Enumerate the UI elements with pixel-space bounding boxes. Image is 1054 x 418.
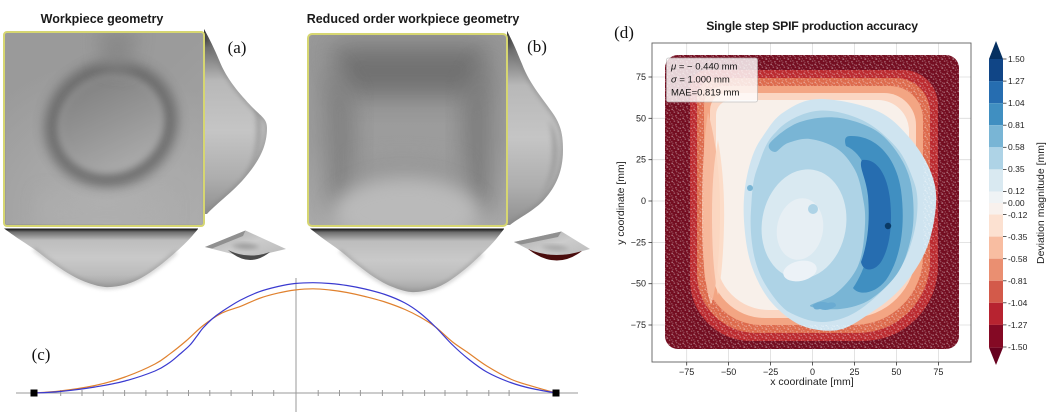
svg-text:75: 75 [636, 72, 646, 82]
svg-text:Deviation magnitude [mm]: Deviation magnitude [mm] [1035, 142, 1047, 264]
svg-text:0.58: 0.58 [1008, 142, 1025, 152]
svg-text:Reduced order workpiece geomet: Reduced order workpiece geometry [307, 12, 520, 26]
svg-text:−25: −25 [631, 237, 646, 247]
svg-text:1.50: 1.50 [1008, 54, 1025, 64]
svg-text:-1.27: -1.27 [1008, 320, 1028, 330]
svg-text:0.35: 0.35 [1008, 164, 1025, 174]
svg-text:Workpiece geometry: Workpiece geometry [41, 12, 164, 26]
svg-text:0.12: 0.12 [1008, 186, 1025, 196]
svg-text:(c): (c) [32, 345, 51, 364]
svg-text:(d): (d) [614, 23, 634, 42]
svg-text:25: 25 [849, 367, 859, 377]
svg-text:0: 0 [810, 367, 815, 377]
svg-text:50: 50 [636, 113, 646, 123]
svg-text:−25: −25 [763, 367, 778, 377]
svg-text:0: 0 [641, 196, 646, 206]
svg-text:−50: −50 [721, 367, 736, 377]
svg-text:-0.12: -0.12 [1008, 210, 1028, 220]
svg-text:1.04: 1.04 [1008, 98, 1025, 108]
svg-text:(b): (b) [527, 37, 547, 56]
svg-text:−50: −50 [631, 279, 646, 289]
svg-text:σ = 1.000 mm: σ = 1.000 mm [671, 75, 730, 86]
svg-text:-1.04: -1.04 [1008, 298, 1028, 308]
svg-text:-0.35: -0.35 [1008, 232, 1028, 242]
svg-text:0.00: 0.00 [1008, 198, 1025, 208]
svg-text:1.27: 1.27 [1008, 76, 1025, 86]
svg-text:-1.50: -1.50 [1008, 342, 1028, 352]
svg-text:−75: −75 [631, 320, 646, 330]
svg-text:0.81: 0.81 [1008, 120, 1025, 130]
svg-text:-0.81: -0.81 [1008, 276, 1028, 286]
svg-text:75: 75 [933, 367, 943, 377]
svg-text:y coordinate [mm]: y coordinate [mm] [615, 161, 627, 245]
svg-text:(a): (a) [228, 38, 247, 57]
svg-text:MAE=0.819 mm: MAE=0.819 mm [671, 88, 739, 99]
svg-text:50: 50 [891, 367, 901, 377]
svg-text:-0.58: -0.58 [1008, 254, 1028, 264]
svg-text:−75: −75 [679, 367, 694, 377]
svg-text:x coordinate [mm]: x coordinate [mm] [770, 376, 854, 388]
svg-text:Single step SPIF production ac: Single step SPIF production accuracy [706, 19, 918, 33]
svg-text:μ = − 0.440 mm: μ = − 0.440 mm [670, 62, 738, 73]
svg-text:25: 25 [636, 155, 646, 165]
